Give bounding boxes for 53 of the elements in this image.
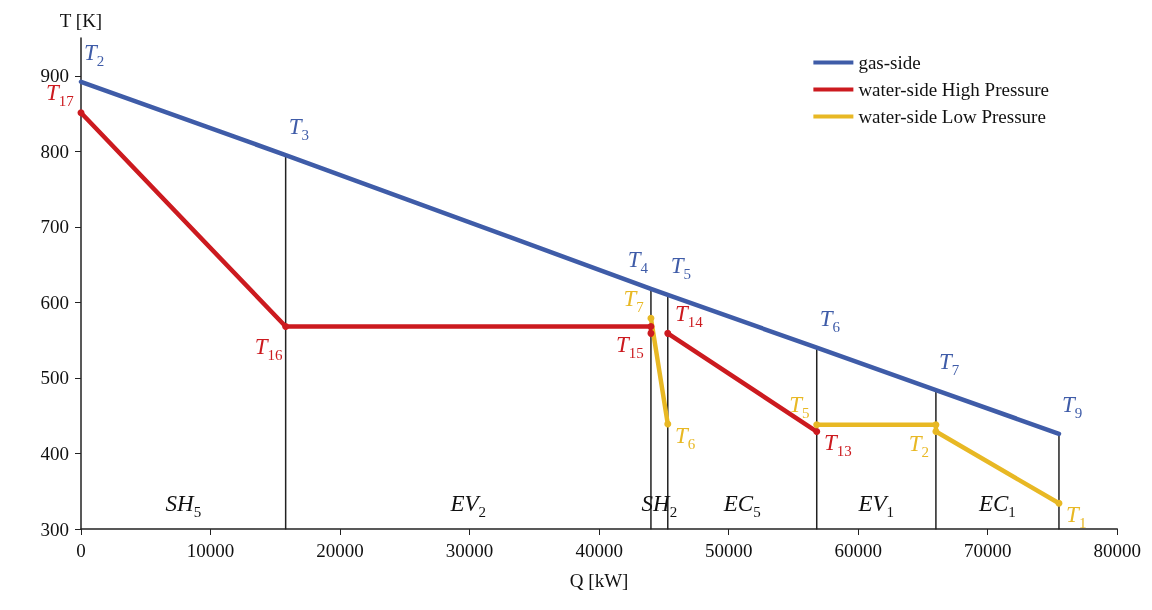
point <box>647 323 655 331</box>
point <box>282 323 290 331</box>
annotation: T$_{9}$ <box>1061 392 1083 424</box>
point <box>77 109 85 117</box>
annotation: EV$_{2}$ <box>450 491 487 522</box>
annotation: T$_{5}$ <box>670 253 692 285</box>
point <box>932 421 940 429</box>
x-tick-label: 80000 <box>1093 540 1141 561</box>
annotation: T$_{13}$ <box>823 430 852 461</box>
legend-label: water-side Low Pressure <box>858 106 1046 127</box>
annotation: T$_{2}$ <box>83 40 105 72</box>
y-tick-label: 400 <box>40 442 69 464</box>
x-tick-label: 20000 <box>316 540 364 561</box>
point <box>932 428 940 436</box>
point <box>813 421 821 429</box>
annotation: T$_{7}$ <box>623 286 644 317</box>
x-tick-label: 50000 <box>704 540 753 561</box>
annotation: T$_{7}$ <box>938 348 960 380</box>
annotation: T$_{4}$ <box>627 247 648 279</box>
annotation: EC$_{1}$ <box>978 491 1016 522</box>
point <box>813 428 821 436</box>
x-tick-label: 0 <box>76 540 86 561</box>
annotation: SH$_{5}$ <box>165 491 202 522</box>
annotation: T$_{5}$ <box>789 392 810 424</box>
annotation: T$_{15}$ <box>615 331 644 363</box>
y-tick-label: 500 <box>40 367 69 389</box>
point <box>664 420 672 428</box>
y-tick-label: 300 <box>40 518 69 540</box>
x-tick-label: 40000 <box>575 540 623 561</box>
annotation: T$_{2}$ <box>908 430 929 462</box>
annotation: T$_{1}$ <box>1066 501 1087 533</box>
point <box>647 329 655 337</box>
point <box>1055 499 1063 507</box>
annotation: T$_{16}$ <box>254 333 283 365</box>
y-tick-label: 700 <box>40 216 69 238</box>
x-tick-label: 60000 <box>834 540 882 561</box>
legend-label: water-side High Pressure <box>858 79 1049 100</box>
annotation: T$_{3}$ <box>288 114 309 145</box>
x-axis-title: Q [kW] <box>569 570 629 591</box>
point <box>664 329 672 337</box>
legend-label: gas-side <box>858 52 921 73</box>
x-tick-label: 70000 <box>963 540 1012 561</box>
annotation: T$_{14}$ <box>674 301 703 332</box>
x-tick-label: 10000 <box>186 540 235 561</box>
annotation: T$_{6}$ <box>674 422 696 454</box>
annotation: EV$_{1}$ <box>858 491 895 522</box>
annotation: T$_{6}$ <box>819 306 840 338</box>
point <box>647 314 655 322</box>
y-axis-title: T [K] <box>59 10 103 31</box>
y-tick-label: 800 <box>40 140 69 162</box>
y-tick-label: 600 <box>40 291 69 313</box>
x-tick-label: 30000 <box>445 540 494 561</box>
annotation: EC$_{5}$ <box>723 491 761 522</box>
